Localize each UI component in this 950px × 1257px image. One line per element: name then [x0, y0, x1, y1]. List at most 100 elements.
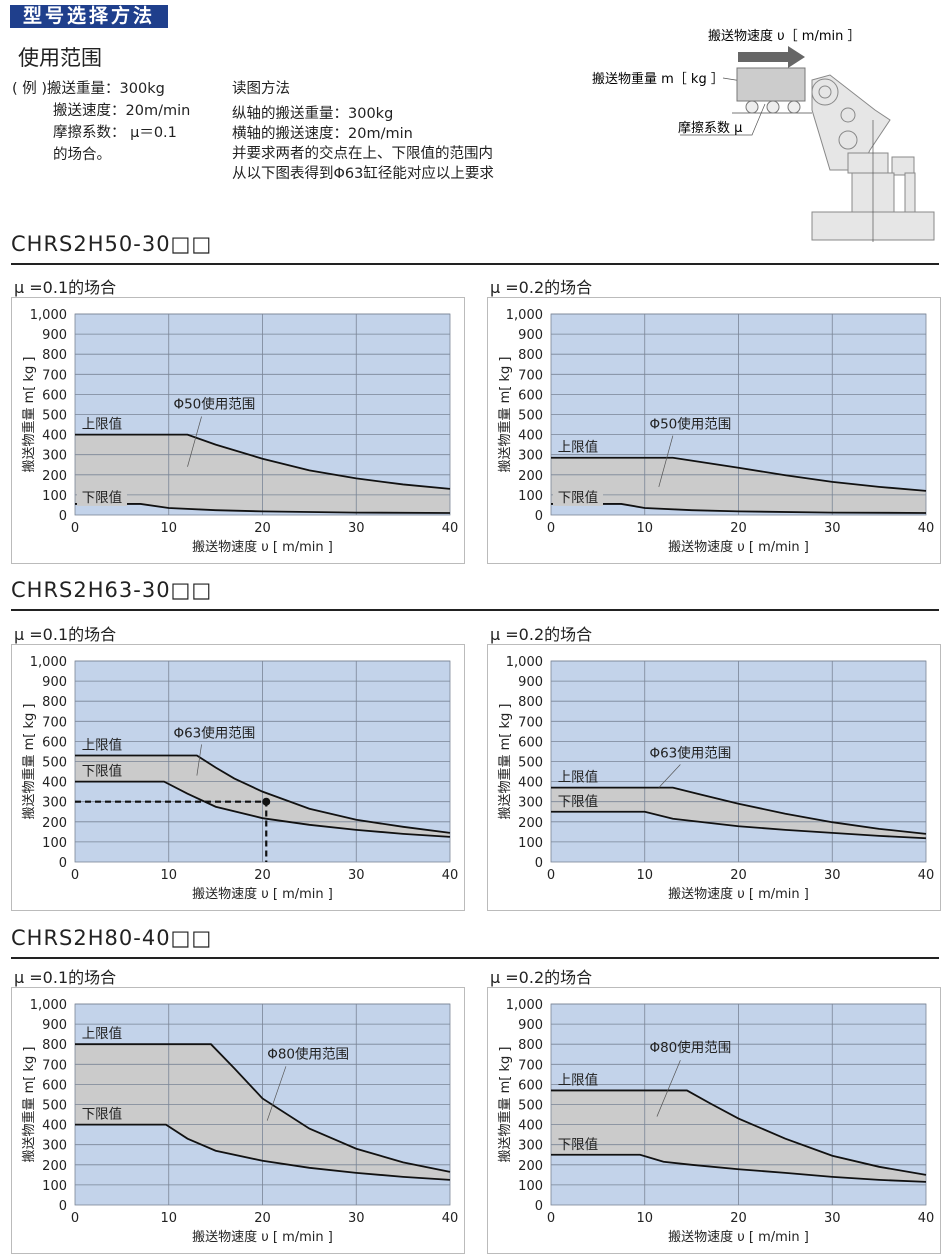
x-tick-label: 0 [547, 1211, 555, 1226]
x-tick-label: 20 [254, 868, 271, 883]
load-block [736, 67, 806, 102]
x-tick-label: 30 [824, 868, 841, 883]
chart-panel: 0 100 200 300 400 500 600 700 800 900 1,000 0 10 20 30… [11, 644, 465, 911]
x-axis-label: 搬送物速度 υ [ m/min ] [668, 539, 809, 555]
y-tick-label: 0 [535, 856, 543, 871]
upper-limit-line [75, 754, 451, 834]
y-tick-label: 600 [42, 735, 67, 750]
y-tick-label: 0 [59, 856, 67, 871]
upper-limit-label: 上限值 [558, 440, 599, 456]
y-tick-label: 200 [42, 816, 67, 831]
x-tick-label: 30 [348, 868, 365, 883]
section-divider [11, 263, 939, 265]
callout-leader-line [187, 416, 202, 467]
upper-limit-line [75, 1043, 451, 1173]
lower-limit-label: 下限值 [82, 1107, 123, 1123]
y-tick-label: 100 [518, 1179, 543, 1194]
y-tick-label: 900 [42, 675, 67, 690]
page-subtitle: 使用范围 [18, 46, 102, 70]
y-tick-label: 300 [518, 796, 543, 811]
friction-case-title: μ =0.2的场合 [490, 968, 593, 987]
y-tick-label: 100 [42, 1179, 67, 1194]
y-tick-label: 600 [518, 735, 543, 750]
usage-range-chart: 0 100 200 300 400 500 600 700 800 900 1,000 0 10 20 30… [21, 308, 459, 555]
x-tick-label: 10 [636, 1211, 653, 1226]
y-tick-label: 700 [518, 368, 543, 383]
y-axis-label: 搬送物重量 m[ kg ] [497, 1047, 513, 1163]
x-tick-label: 30 [348, 521, 365, 536]
upper-limit-label: 上限值 [82, 1026, 123, 1042]
reading-line: 并要求两者的交点在上、下限值的范围内 [232, 146, 493, 162]
plot-frame [550, 660, 927, 863]
y-tick-label: 800 [518, 1038, 543, 1053]
x-tick-label: 20 [730, 868, 747, 883]
y-tick-label: 800 [518, 348, 543, 363]
y-tick-label: 600 [42, 1078, 67, 1093]
x-tick-label: 0 [71, 868, 79, 883]
y-tick-label: 900 [518, 328, 543, 343]
y-tick-label: 700 [518, 715, 543, 730]
arrow-right-icon [738, 46, 805, 68]
upper-limit-line [75, 433, 451, 490]
y-tick-label: 400 [518, 429, 543, 444]
lower-limit-label: 下限值 [558, 1137, 599, 1153]
reading-method: 读图方法 纵轴的搬送重量：300kg 横轴的搬送速度：20m/min 并要求两者… [232, 78, 494, 184]
speed-label: 搬送物速度 υ［ m/min ］ [708, 28, 860, 44]
upper-limit-label: 上限值 [82, 737, 123, 753]
range-callout-label: Φ80使用范围 [267, 1045, 349, 1062]
y-tick-label: 300 [518, 1139, 543, 1154]
example-block: ( 例 )搬送重量：300kg 搬送速度：20m/min 摩擦系数： μ＝0.1… [12, 78, 190, 166]
example-line: 搬送速度：20m/min [53, 103, 191, 119]
y-tick-label: 400 [42, 429, 67, 444]
y-tick-label: 300 [42, 796, 67, 811]
y-tick-label: 900 [42, 328, 67, 343]
label-backdrop [553, 487, 603, 506]
y-tick-label: 600 [42, 388, 67, 403]
y-tick-label: 300 [42, 449, 67, 464]
weight-label: 搬送物重量 m［ kg ］ [592, 71, 724, 87]
upper-limit-line [551, 456, 927, 492]
y-tick-label: 700 [42, 715, 67, 730]
lower-limit-label: 下限值 [82, 490, 123, 506]
lower-limit-line [551, 1153, 927, 1183]
lower-limit-line [551, 503, 927, 514]
x-tick-label: 10 [160, 1211, 177, 1226]
y-axis-label: 搬送物重量 m[ kg ] [497, 704, 513, 820]
y-tick-label: 200 [42, 469, 67, 484]
section-divider [11, 609, 939, 611]
y-axis-label: 搬送物重量 m[ kg ] [21, 704, 37, 820]
x-axis-label: 搬送物速度 υ [ m/min ] [668, 1229, 809, 1245]
y-tick-label: 0 [535, 1199, 543, 1214]
x-tick-label: 10 [636, 868, 653, 883]
lower-limit-label: 下限值 [558, 794, 599, 810]
y-tick-label: 500 [518, 1099, 543, 1114]
example-line: 摩擦系数： μ＝0.1 [53, 125, 177, 141]
callout-leader-line [266, 1066, 287, 1121]
range-callout-label: Φ63使用范围 [649, 744, 731, 761]
y-tick-label: 100 [42, 836, 67, 851]
callout-leader-line [658, 435, 674, 487]
y-tick-label: 400 [42, 1119, 67, 1134]
x-tick-label: 30 [348, 1211, 365, 1226]
x-axis-label: 搬送物速度 υ [ m/min ] [192, 539, 333, 555]
y-tick-label: 0 [535, 509, 543, 524]
y-tick-label: 100 [518, 836, 543, 851]
y-tick-label: 0 [59, 509, 67, 524]
y-tick-label: 500 [518, 409, 543, 424]
y-tick-label: 1,000 [506, 998, 543, 1013]
upper-limit-line [551, 786, 927, 835]
y-tick-label: 800 [42, 695, 67, 710]
usage-range-chart: 0 100 200 300 400 500 600 700 800 900 1,000 0 10 20 30… [21, 655, 458, 902]
friction-case-title: μ =0.1的场合 [14, 625, 117, 644]
upper-limit-label: 上限值 [82, 417, 123, 433]
section-divider [11, 957, 939, 959]
plot-frame [550, 1003, 927, 1206]
range-callout-label: Φ63使用范围 [173, 724, 255, 741]
x-tick-label: 30 [824, 521, 841, 536]
y-tick-label: 300 [518, 449, 543, 464]
x-tick-label: 20 [254, 1211, 271, 1226]
x-tick-label: 0 [547, 868, 555, 883]
x-tick-label: 10 [636, 521, 653, 536]
range-callout-label: Φ80使用范围 [649, 1039, 731, 1056]
x-tick-label: 40 [442, 521, 459, 536]
